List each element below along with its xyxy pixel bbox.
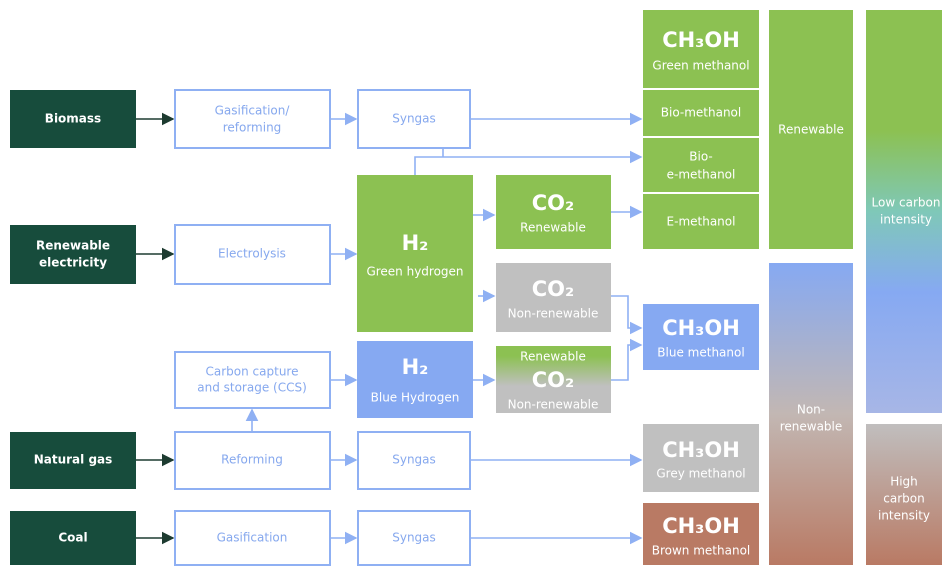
- source-label: Coal: [58, 531, 87, 545]
- formula: CH₃OH: [662, 28, 740, 52]
- low-carbon-column: [866, 10, 942, 413]
- co2-label: Non-renewable: [508, 307, 599, 321]
- syngas-box: [357, 89, 471, 149]
- co2-box: [496, 263, 611, 332]
- column-label: Low carbon: [872, 196, 941, 210]
- column-label: Non-: [797, 403, 825, 417]
- formula: CH₃OH: [662, 514, 740, 538]
- process-label: Electrolysis: [218, 247, 286, 261]
- methanol-label: Blue methanol: [657, 346, 744, 360]
- methanol-label: Green methanol: [652, 59, 749, 73]
- process-label: and storage (CCS): [197, 381, 307, 395]
- source-label: Natural gas: [34, 453, 113, 467]
- syngas-label: Syngas: [392, 531, 436, 545]
- methanol-box: [643, 194, 759, 249]
- process-label: reforming: [223, 121, 282, 135]
- methanol-label: Bio-methanol: [661, 106, 741, 120]
- source-label: Biomass: [45, 112, 101, 126]
- syngas-box: [357, 510, 471, 566]
- process-label: Carbon capture: [206, 365, 299, 379]
- source-box: [10, 511, 136, 565]
- syngas-box: [357, 431, 471, 490]
- formula: H₂: [402, 231, 429, 255]
- methanol-box: [643, 138, 759, 192]
- blue-hydrogen-box: [357, 341, 473, 418]
- methanol-box: [643, 90, 759, 136]
- formula: CO₂: [532, 191, 574, 215]
- sources: Biomass Renewable electricity Natural ga…: [10, 90, 136, 565]
- column-label: carbon: [883, 492, 924, 506]
- column-label: Renewable: [778, 123, 844, 137]
- methanol: CH₃OH Green methanol Bio-methanol Bio- e…: [643, 10, 759, 565]
- process-box: [174, 351, 331, 409]
- co2-box: [496, 175, 611, 249]
- methanol-box: [643, 424, 759, 492]
- formula: CO₂: [532, 368, 574, 392]
- co2-label: Renewable: [520, 221, 586, 235]
- co2-box: [496, 346, 611, 413]
- formula: CO₂: [532, 277, 574, 301]
- co2: CO₂ Renewable CO₂ Non-renewable Renewabl…: [496, 175, 611, 413]
- syngas-label: Syngas: [392, 112, 436, 126]
- source-box: [10, 432, 136, 489]
- process-box: [174, 89, 331, 149]
- source-label: Renewable: [36, 239, 110, 253]
- source-box: [10, 225, 136, 284]
- column-label: renewable: [780, 420, 843, 434]
- process-label: Reforming: [221, 453, 283, 467]
- methanol-box: [643, 10, 759, 88]
- formula: CH₃OH: [662, 316, 740, 340]
- column-label: High: [890, 475, 918, 489]
- high-carbon-column: [866, 424, 942, 565]
- process-label: Gasification/: [215, 104, 291, 118]
- hydrogen-label: Blue Hydrogen: [371, 391, 460, 405]
- methanol-label: e-methanol: [667, 168, 736, 182]
- methanol-box: [643, 503, 759, 565]
- source-box: [10, 90, 136, 148]
- methanol-label: Brown methanol: [652, 544, 751, 558]
- column-label: intensity: [878, 509, 930, 523]
- syngas-label: Syngas: [392, 453, 436, 467]
- process-box: [174, 224, 331, 285]
- formula: H₂: [402, 355, 429, 379]
- co2-label: Renewable: [520, 350, 586, 364]
- process-box: [174, 431, 331, 490]
- green-hydrogen-box: [357, 175, 473, 332]
- methanol-label: Grey methanol: [656, 467, 745, 481]
- methanol-box: [643, 304, 759, 370]
- columns: Renewable Non- renewable Low carbon inte…: [769, 10, 942, 565]
- column-label: intensity: [880, 213, 932, 227]
- formula: CH₃OH: [662, 438, 740, 462]
- hydrogen: H₂ Green hydrogen H₂ Blue Hydrogen: [357, 175, 473, 418]
- methanol-label: E-methanol: [667, 215, 736, 229]
- source-label: electricity: [39, 256, 107, 270]
- process-label: Gasification: [217, 531, 288, 545]
- non-renewable-column: [769, 263, 853, 565]
- renewable-column: [769, 10, 853, 249]
- co2-label: Non-renewable: [508, 398, 599, 412]
- hydrogen-label: Green hydrogen: [366, 265, 463, 279]
- arrows: [136, 112, 643, 545]
- processes: Gasification/ reforming Electrolysis Car…: [174, 89, 471, 566]
- methanol-label: Bio-: [689, 150, 712, 164]
- process-box: [174, 510, 331, 566]
